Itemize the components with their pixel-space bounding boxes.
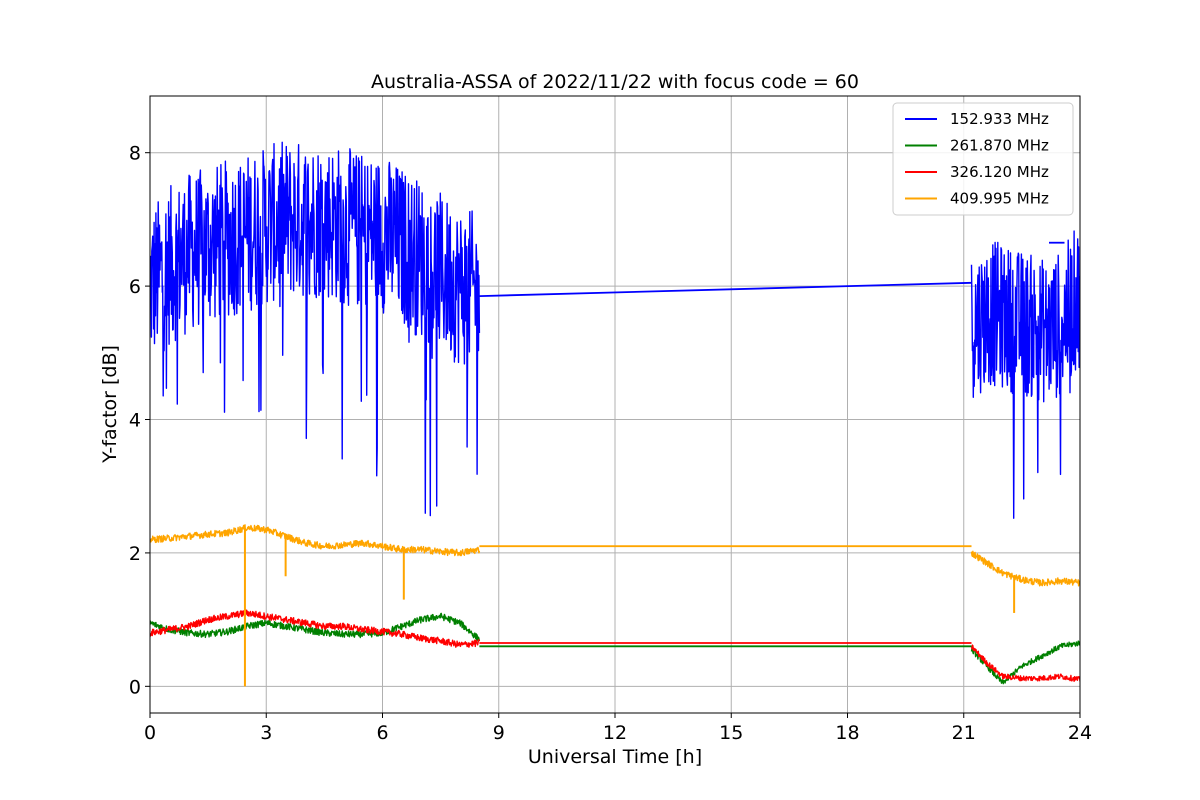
x-tick-label: 21 <box>952 722 976 744</box>
series-326-120-mhz <box>150 609 1080 682</box>
legend-label: 261.870 MHz <box>950 137 1049 155</box>
legend-label: 326.120 MHz <box>950 163 1049 181</box>
legend-box <box>892 102 1074 216</box>
series-segment <box>150 524 481 557</box>
chart-title: Australia-ASSA of 2022/11/22 with focus … <box>371 71 859 93</box>
y-tick-label: 0 <box>129 676 141 698</box>
x-tick-label: 3 <box>260 722 272 744</box>
series-layer <box>150 141 1080 687</box>
x-axis-label: Universal Time [h] <box>528 746 702 768</box>
legend: 152.933 MHz 261.870 MHz 326.120 MHz 409.995… <box>892 102 1074 216</box>
y-axis: 0 2 4 6 8 <box>129 143 150 698</box>
x-axis: 0 3 6 9 12 15 18 21 24 <box>144 713 1092 744</box>
x-tick-label: 18 <box>835 722 859 744</box>
series-segment <box>150 141 481 517</box>
y-tick-label: 2 <box>129 543 141 565</box>
series-152-933-mhz <box>150 141 1080 519</box>
x-tick-label: 0 <box>144 722 156 744</box>
series-segment <box>970 644 1080 682</box>
series-segment <box>150 609 481 648</box>
x-tick-label: 15 <box>719 722 743 744</box>
series-409-995-mhz <box>150 524 1080 687</box>
series-segment <box>479 281 972 297</box>
y-tick-label: 8 <box>129 143 141 165</box>
legend-label: 409.995 MHz <box>950 190 1049 208</box>
legend-label: 152.933 MHz <box>950 110 1049 128</box>
series-segment <box>150 612 481 643</box>
x-tick-label: 24 <box>1068 722 1092 744</box>
y-tick-label: 6 <box>129 276 141 298</box>
series-segment <box>970 230 1080 519</box>
x-tick-label: 9 <box>493 722 505 744</box>
y-tick-label: 4 <box>129 410 141 432</box>
x-tick-label: 6 <box>376 722 388 744</box>
series-segment <box>970 550 1080 587</box>
x-tick-label: 12 <box>603 722 627 744</box>
y-axis-label: Y-factor [dB] <box>99 345 121 464</box>
